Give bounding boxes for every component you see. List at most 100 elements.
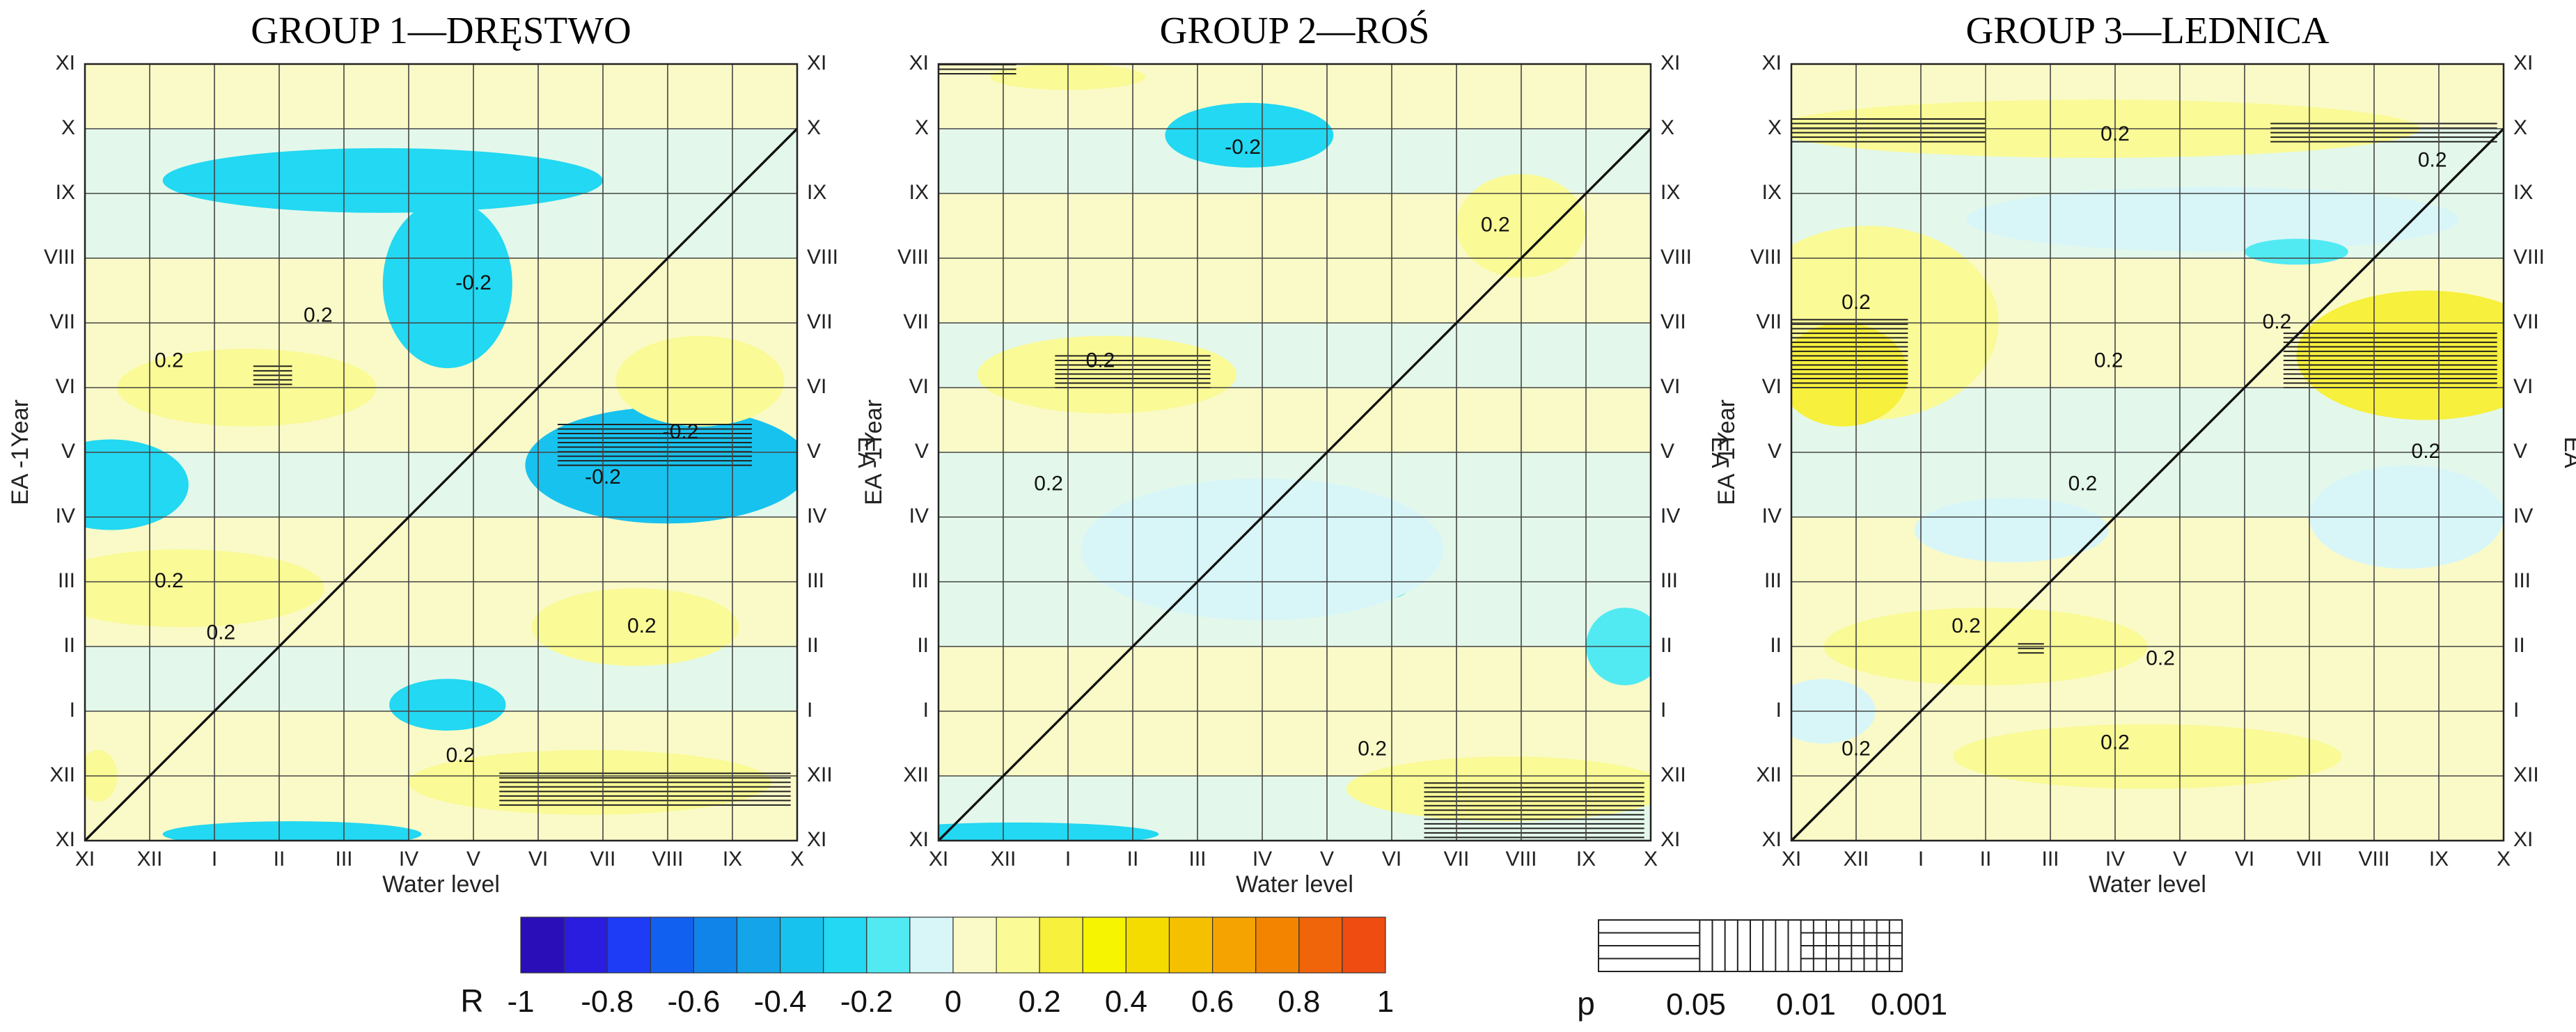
panel-title: GROUP 1—DRĘSTWO — [251, 9, 631, 51]
panel-3: 0.2 0.2 0.2 0.2 0.2 0.2 0.2 0.2 0.2 0.2 0.2 GROUP 3… — [1713, 9, 2576, 898]
y-tick-label-left: III — [1764, 569, 1782, 592]
y-tick-label-right: IV — [1660, 505, 1680, 527]
x-tick-label: I — [1918, 848, 1924, 871]
y-tick-label-right: XI — [1660, 51, 1680, 74]
colorbar-swatch — [563, 916, 608, 974]
x-tick-label: VII — [2297, 848, 2323, 871]
contour-label: 0.2 — [627, 614, 657, 637]
colorbar-tick-label: 0 — [945, 985, 961, 1019]
significance-hatch — [1791, 118, 1986, 143]
x-tick-label: II — [1980, 848, 1992, 871]
heatmap-field — [85, 64, 797, 841]
y-axis-label-left: EA -1Year — [1713, 399, 1740, 505]
colorbar-swatch — [866, 916, 911, 974]
colorbar-swatch — [1168, 916, 1214, 974]
contour-label: 0.2 — [2094, 349, 2123, 372]
y-axis-label-right: EA — [2559, 436, 2576, 468]
y-tick-label-right: III — [1660, 569, 1678, 592]
diagonal-line — [84, 127, 799, 842]
colorbar-swatch — [779, 916, 824, 974]
x-tick-label: IX — [2429, 848, 2449, 871]
heatmap-region — [389, 678, 506, 731]
y-tick-label-right: XI — [1660, 828, 1680, 851]
colorbar-tick-label: 0.8 — [1278, 985, 1320, 1019]
heatmap-region — [162, 821, 422, 841]
colorbar-swatch — [1039, 916, 1083, 974]
y-tick-label-left: VI — [1762, 375, 1782, 398]
colorbar-swatch — [823, 916, 867, 974]
x-axis-label: Water level — [1236, 871, 1353, 898]
contour-label: 0.2 — [2100, 122, 2130, 145]
y-tick-label-right: VIII — [807, 246, 838, 269]
y-tick-label-left: II — [63, 634, 75, 657]
y-tick-label-right: XI — [807, 828, 826, 851]
heatmap-field — [938, 64, 1651, 841]
y-tick-label-right: XI — [2513, 51, 2533, 74]
contour-label: 0.2 — [155, 569, 184, 592]
significance-tick-label: 0.05 — [1666, 987, 1726, 1022]
y-tick-label-left: IV — [909, 505, 929, 527]
y-tick-label-left: XI — [909, 828, 929, 851]
x-tick-label: V — [466, 848, 480, 871]
colorbar-tick-label: -1 — [507, 985, 534, 1019]
contour-label: 0.2 — [304, 304, 333, 327]
significance-hatch — [1424, 782, 1644, 839]
heatmap-region — [615, 335, 785, 427]
y-tick-label-right: VIII — [1660, 246, 1692, 269]
x-tick-label: IV — [1252, 848, 1272, 871]
significance-hatch — [499, 772, 791, 806]
heatmap-region — [85, 439, 189, 530]
y-tick-label-right: VII — [1660, 310, 1686, 333]
significance-hatch — [2270, 122, 2497, 143]
colorbar-swatch — [1255, 916, 1300, 974]
y-tick-label-left: VII — [1756, 310, 1782, 333]
y-tick-label-right: XII — [807, 763, 833, 786]
heatmap-region — [938, 822, 1159, 841]
plot-frame — [1790, 63, 2505, 842]
colorbar-tick-label: 0.4 — [1105, 985, 1147, 1019]
contour-label: 0.2 — [2263, 310, 2292, 333]
y-tick-label-left: X — [915, 116, 929, 139]
y-tick-label-left: VII — [49, 310, 75, 333]
y-tick-label-right: VI — [2513, 375, 2533, 398]
x-tick-label: III — [335, 848, 352, 871]
y-tick-label-right: III — [807, 569, 824, 592]
y-tick-label-left: III — [911, 569, 929, 592]
x-tick-label: VIII — [652, 848, 683, 871]
colorbar-swatch — [520, 916, 565, 974]
plot-frame — [937, 63, 1652, 842]
y-tick-label-left: IV — [56, 505, 75, 527]
y-tick-label-left: VIII — [44, 246, 75, 269]
x-tick-label: XII — [1844, 848, 1869, 871]
x-tick-label: XII — [137, 848, 163, 871]
x-tick-label: I — [1065, 848, 1071, 871]
diagonal-line — [1790, 127, 2505, 842]
heatmap-band — [938, 646, 1651, 711]
contour-label: 0.2 — [1841, 738, 1871, 761]
y-axis-label-left: EA -1Year — [861, 399, 887, 505]
panel-title: GROUP 3—LEDNICA — [1966, 9, 2330, 51]
y-tick-label-right: IX — [807, 181, 826, 204]
colorbar-swatch — [650, 916, 694, 974]
panel-title: GROUP 2—ROŚ — [1160, 9, 1430, 51]
colorbar-swatch — [909, 916, 954, 974]
y-tick-label-right: VI — [1660, 375, 1680, 398]
x-tick-label: VIII — [2358, 848, 2389, 871]
heatmap-region — [1346, 756, 1651, 822]
y-tick-label-left: V — [61, 440, 75, 463]
colorbar-swatch — [1082, 916, 1127, 974]
x-tick-label: X — [790, 848, 804, 871]
y-tick-label-left: III — [58, 569, 75, 592]
colorbar-swatch — [736, 916, 781, 974]
y-tick-label-left: XI — [56, 51, 75, 74]
y-tick-label-right: V — [1660, 440, 1674, 463]
y-tick-label-left: VI — [56, 375, 75, 398]
x-tick-label: IX — [723, 848, 742, 871]
heatmap-region — [85, 549, 325, 628]
x-tick-label: V — [1320, 848, 1334, 871]
x-tick-label: VII — [590, 848, 616, 871]
plot-frame — [84, 63, 799, 842]
x-tick-label: XI — [929, 848, 948, 871]
